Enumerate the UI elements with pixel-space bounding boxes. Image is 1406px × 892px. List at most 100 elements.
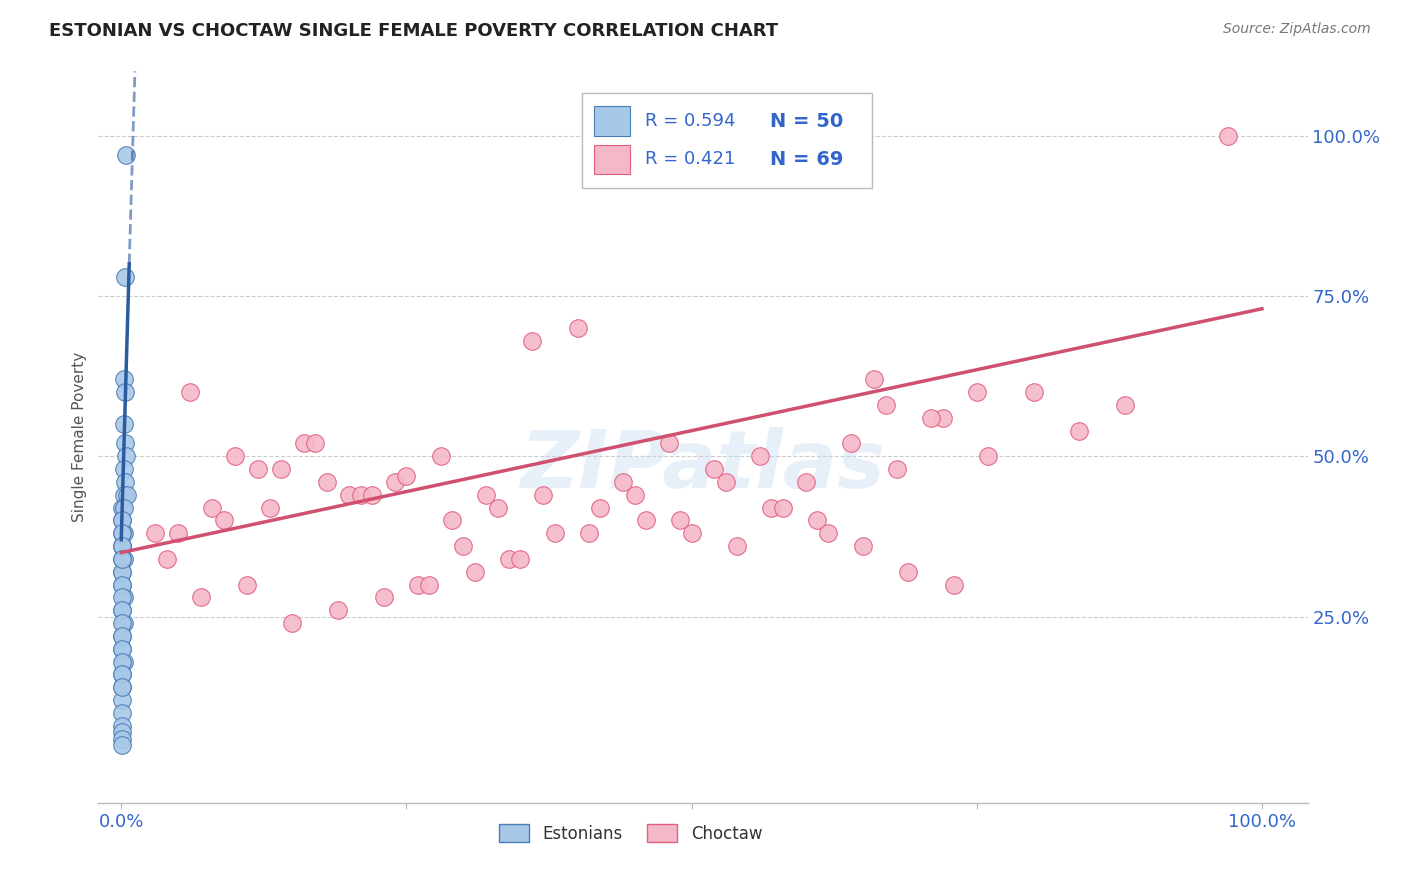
Point	[111, 552, 134, 566]
Point	[749, 450, 772, 464]
Point	[111, 591, 134, 605]
Point	[304, 436, 326, 450]
Point	[111, 641, 134, 656]
Point	[114, 436, 136, 450]
Point	[886, 462, 908, 476]
Point	[235, 577, 257, 591]
Point	[703, 462, 725, 476]
Point	[1069, 424, 1091, 438]
Point	[464, 565, 486, 579]
Point	[111, 719, 134, 733]
Point	[897, 565, 920, 579]
Point	[224, 450, 246, 464]
Point	[111, 616, 134, 631]
Point	[395, 468, 418, 483]
Point	[681, 526, 703, 541]
Point	[772, 500, 794, 515]
Point	[111, 667, 134, 681]
Point	[1022, 385, 1045, 400]
Point	[589, 500, 612, 515]
Point	[111, 629, 134, 643]
Point	[111, 552, 134, 566]
Point	[373, 591, 395, 605]
Point	[111, 565, 134, 579]
Point	[212, 514, 235, 528]
Point	[839, 436, 862, 450]
Point	[350, 488, 373, 502]
Point	[112, 655, 135, 669]
Point	[259, 500, 281, 515]
Point	[112, 500, 135, 515]
Point	[658, 436, 681, 450]
Point	[292, 436, 315, 450]
Point	[111, 738, 134, 752]
Point	[111, 577, 134, 591]
Point	[498, 552, 520, 566]
Point	[418, 577, 440, 591]
Point	[111, 693, 134, 707]
Text: N = 50: N = 50	[769, 112, 842, 130]
Point	[875, 398, 897, 412]
Point	[114, 269, 136, 284]
Point	[111, 603, 134, 617]
Point	[111, 731, 134, 746]
Point	[315, 475, 337, 489]
Point	[111, 641, 134, 656]
Point	[111, 706, 134, 720]
Point	[441, 514, 464, 528]
Point	[111, 526, 134, 541]
Point	[1114, 398, 1136, 412]
Point	[623, 488, 645, 502]
Point	[111, 725, 134, 739]
Point	[337, 488, 360, 502]
Point	[270, 462, 292, 476]
Text: R = 0.421: R = 0.421	[645, 150, 735, 168]
Point	[114, 475, 136, 489]
Point	[112, 591, 135, 605]
Point	[112, 616, 135, 631]
Point	[111, 603, 134, 617]
Point	[567, 321, 589, 335]
Text: Source: ZipAtlas.com: Source: ZipAtlas.com	[1223, 22, 1371, 37]
Point	[111, 539, 134, 553]
Text: R = 0.594: R = 0.594	[645, 112, 735, 130]
FancyBboxPatch shape	[595, 106, 630, 136]
Point	[453, 539, 475, 553]
Point	[863, 372, 886, 386]
Point	[112, 552, 135, 566]
Point	[247, 462, 270, 476]
Point	[361, 488, 384, 502]
Point	[578, 526, 600, 541]
Point	[111, 539, 134, 553]
Point	[852, 539, 875, 553]
Point	[112, 488, 135, 502]
Point	[281, 616, 304, 631]
Point	[931, 410, 953, 425]
Point	[190, 591, 212, 605]
Point	[475, 488, 498, 502]
Point	[111, 500, 134, 515]
Point	[111, 681, 134, 695]
FancyBboxPatch shape	[595, 145, 630, 174]
Point	[520, 334, 543, 348]
Point	[634, 514, 657, 528]
Point	[111, 629, 134, 643]
Point	[1216, 128, 1239, 143]
Point	[977, 450, 1000, 464]
FancyBboxPatch shape	[582, 94, 872, 188]
Point	[714, 475, 737, 489]
Point	[111, 655, 134, 669]
Point	[326, 603, 349, 617]
Point	[112, 372, 135, 386]
Text: N = 69: N = 69	[769, 150, 842, 169]
Point	[817, 526, 839, 541]
Point	[111, 539, 134, 553]
Legend: Estonians, Choctaw: Estonians, Choctaw	[492, 818, 769, 849]
Point	[111, 514, 134, 528]
Point	[115, 488, 138, 502]
Point	[966, 385, 988, 400]
Text: ZIPatlas: ZIPatlas	[520, 427, 886, 506]
Point	[112, 462, 135, 476]
Point	[114, 385, 136, 400]
Point	[111, 667, 134, 681]
